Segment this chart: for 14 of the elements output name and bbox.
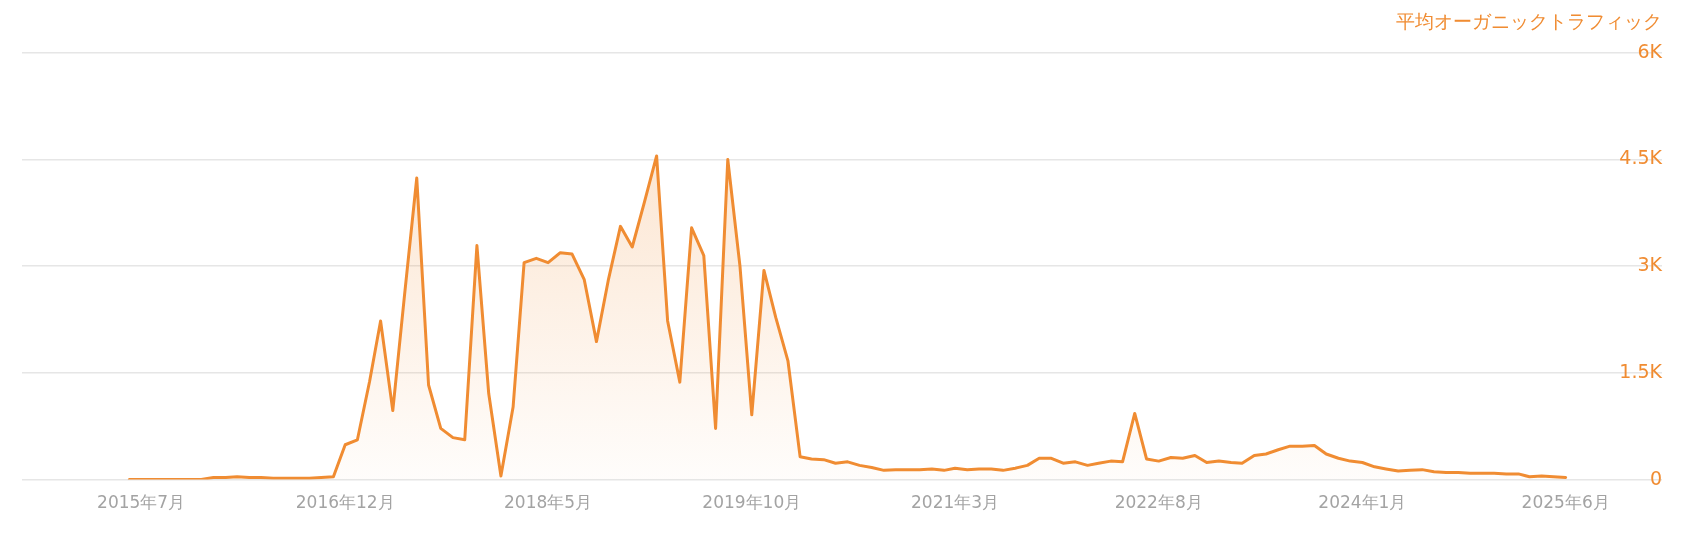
x-tick-label: 2024年1月 [1318,492,1407,513]
y-tick-label: 4.5K [1619,146,1663,169]
x-tick-label: 2018年5月 [504,492,593,513]
y-tick-label: 0 [1649,466,1662,489]
y-axis-title: 平均オーガニックトラフィック [1396,10,1662,33]
x-tick-label: 2022年8月 [1114,492,1203,513]
x-tick-label: 2021年3月 [911,492,1000,513]
x-tick-label: 2016年12月 [295,492,395,513]
x-tick-label: 2019年10月 [702,492,802,513]
y-tick-label: 3K [1637,253,1663,276]
y-tick-label: 6K [1637,39,1663,62]
x-tick-label: 2015年7月 [97,492,186,513]
y-tick-label: 1.5K [1619,359,1663,382]
x-tick-label: 2025年6月 [1521,492,1610,513]
